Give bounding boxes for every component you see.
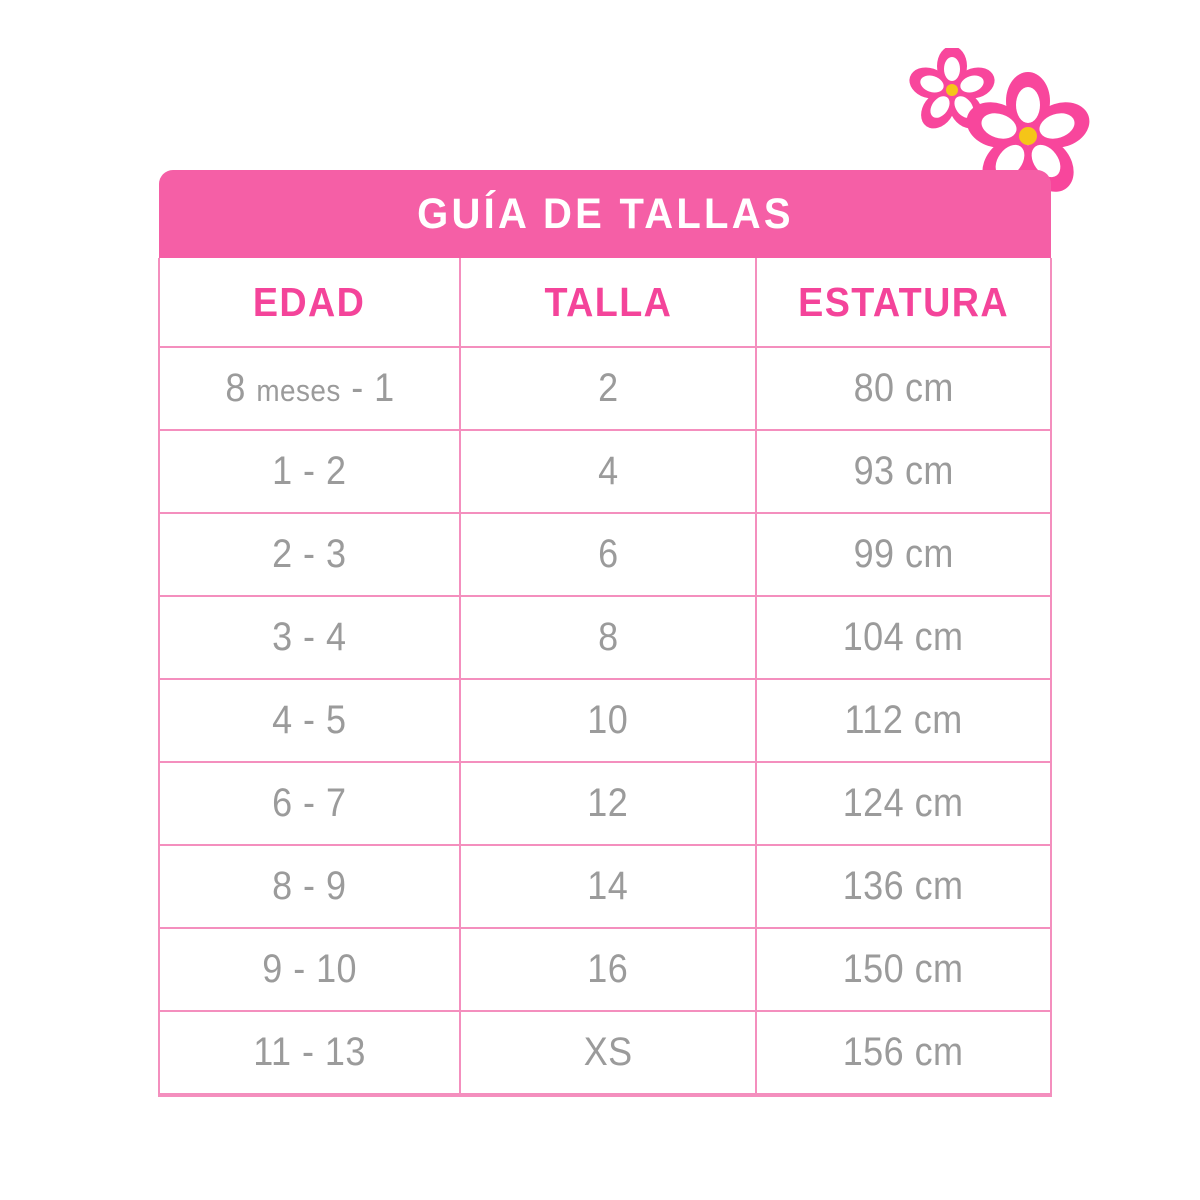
cell-estatura: 93 cm bbox=[754, 429, 1053, 514]
cell-estatura: 124 cm bbox=[754, 761, 1053, 846]
size-guide-table: GUÍA DE TALLAS EDAD TALLA ESTATURA 8 mes… bbox=[158, 170, 1053, 1097]
table-row: 8 - 9 14 136 cm bbox=[158, 844, 1053, 929]
cell-estatura: 156 cm bbox=[754, 1010, 1053, 1097]
flower-icon-small bbox=[909, 48, 995, 129]
cell-edad: 6 - 7 bbox=[158, 761, 461, 846]
table-banner-row: GUÍA DE TALLAS bbox=[159, 170, 1052, 258]
cell-talla: 14 bbox=[459, 844, 757, 929]
cell-talla: 16 bbox=[459, 927, 757, 1012]
column-header-talla: TALLA bbox=[459, 258, 757, 348]
table-row: 11 - 13 XS 156 cm bbox=[158, 1010, 1053, 1097]
cell-talla: 6 bbox=[459, 512, 757, 597]
cell-estatura: 150 cm bbox=[754, 927, 1053, 1012]
cell-edad: 9 - 10 bbox=[158, 927, 461, 1012]
table-row: 6 - 7 12 124 cm bbox=[158, 761, 1053, 846]
column-header-edad-label: EDAD bbox=[253, 278, 366, 325]
flower-center bbox=[946, 84, 958, 96]
cell-estatura: 104 cm bbox=[754, 595, 1053, 680]
cell-talla: 2 bbox=[459, 346, 757, 431]
cell-edad: 2 - 3 bbox=[158, 512, 461, 597]
table-header-row: EDAD TALLA ESTATURA bbox=[158, 258, 1053, 348]
column-header-talla-label: TALLA bbox=[544, 278, 672, 325]
page-title: GUÍA DE TALLAS bbox=[416, 189, 794, 238]
cell-talla: 12 bbox=[459, 761, 757, 846]
cell-talla: 8 bbox=[459, 595, 757, 680]
column-header-edad: EDAD bbox=[158, 258, 461, 348]
table-row: 8 meses - 1 2 80 cm bbox=[158, 346, 1053, 431]
cell-edad: 8 meses - 1 bbox=[158, 346, 461, 431]
table-banner: GUÍA DE TALLAS bbox=[159, 170, 1052, 258]
cell-edad: 1 - 2 bbox=[158, 429, 461, 514]
cell-estatura: 136 cm bbox=[754, 844, 1053, 929]
cell-talla: XS bbox=[459, 1010, 757, 1097]
cell-edad: 11 - 13 bbox=[158, 1010, 461, 1097]
cell-talla: 4 bbox=[459, 429, 757, 514]
table-row: 2 - 3 6 99 cm bbox=[158, 512, 1053, 597]
cell-edad-years: - 1 bbox=[350, 366, 395, 410]
cell-edad-months-number: 8 bbox=[224, 366, 246, 410]
cell-edad: 4 - 5 bbox=[158, 678, 461, 763]
cell-estatura: 99 cm bbox=[754, 512, 1053, 597]
cell-edad-months-unit: meses bbox=[255, 373, 341, 408]
cell-estatura: 80 cm bbox=[754, 346, 1053, 431]
column-header-estatura: ESTATURA bbox=[754, 258, 1053, 348]
cell-edad: 8 - 9 bbox=[158, 844, 461, 929]
table-row: 1 - 2 4 93 cm bbox=[158, 429, 1053, 514]
table-row: 3 - 4 8 104 cm bbox=[158, 595, 1053, 680]
table-row: 4 - 5 10 112 cm bbox=[158, 678, 1053, 763]
column-header-estatura-label: ESTATURA bbox=[798, 278, 1009, 325]
cell-edad: 3 - 4 bbox=[158, 595, 461, 680]
cell-estatura: 112 cm bbox=[754, 678, 1053, 763]
cell-talla: 10 bbox=[459, 678, 757, 763]
flower-center bbox=[1019, 127, 1037, 145]
table-row: 9 - 10 16 150 cm bbox=[158, 927, 1053, 1012]
